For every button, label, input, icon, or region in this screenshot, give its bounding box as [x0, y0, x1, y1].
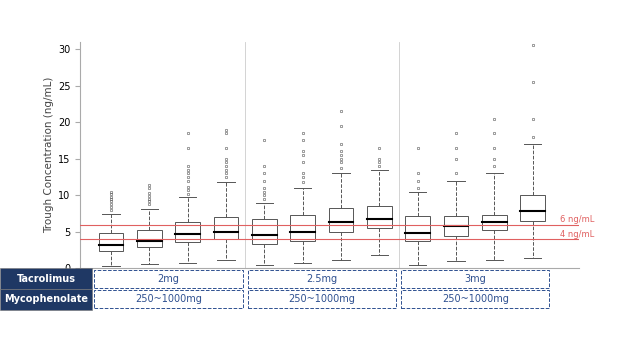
Bar: [252, 219, 277, 244]
Y-axis label: Trough Concentration (ng/mL): Trough Concentration (ng/mL): [44, 77, 54, 233]
Bar: [137, 230, 162, 247]
Bar: [444, 216, 469, 236]
Bar: [290, 215, 315, 241]
Text: 4 ng/mL: 4 ng/mL: [559, 230, 593, 238]
Text: 250~1000mg: 250~1000mg: [289, 294, 356, 304]
Text: 2.5mg: 2.5mg: [306, 274, 338, 284]
Bar: [520, 195, 545, 221]
Bar: [329, 208, 354, 232]
Bar: [405, 216, 430, 241]
Bar: [98, 234, 123, 251]
Text: Mycophenolate: Mycophenolate: [4, 294, 88, 304]
Text: 3mg: 3mg: [464, 274, 486, 284]
Text: 6 ng/mL: 6 ng/mL: [559, 215, 594, 224]
Bar: [482, 215, 507, 230]
Text: 250~1000mg: 250~1000mg: [442, 294, 509, 304]
Bar: [213, 217, 239, 239]
Text: Tacrolimus: Tacrolimus: [17, 274, 75, 284]
Bar: [176, 222, 200, 242]
Text: 2mg: 2mg: [158, 274, 179, 284]
Bar: [367, 206, 392, 228]
Text: 250~1000mg: 250~1000mg: [135, 294, 202, 304]
